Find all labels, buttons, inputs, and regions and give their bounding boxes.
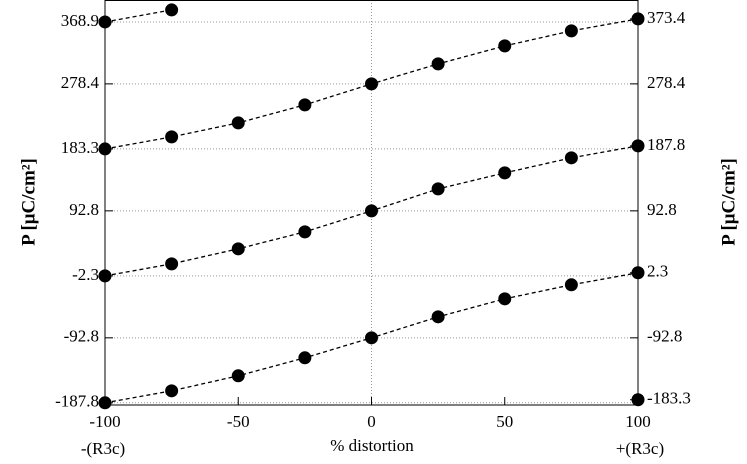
data-point	[165, 3, 179, 17]
y-tick-label: -187.8	[55, 392, 99, 411]
data-point	[564, 24, 578, 38]
x-end-label: +(R3c)	[616, 439, 664, 458]
y-tick-label: -2.3	[72, 265, 99, 284]
data-point	[564, 278, 578, 292]
data-point	[431, 310, 445, 324]
y-tick-label: 92.8	[69, 200, 99, 219]
data-point	[431, 182, 445, 196]
y-tick-label: 183.3	[61, 138, 99, 157]
y2-tick-label: 373.4	[647, 8, 686, 27]
y-tick-label: 278.4	[61, 73, 100, 92]
x-tick-label: 50	[496, 412, 513, 431]
data-point	[631, 393, 645, 407]
data-point	[231, 116, 245, 130]
data-point	[365, 331, 378, 345]
data-point	[98, 15, 112, 29]
data-point	[165, 257, 179, 271]
data-point	[631, 139, 645, 153]
data-point	[231, 242, 245, 256]
y2-tick-label: -183.3	[647, 389, 691, 408]
y-axis-label: P [μC/cm²]	[18, 158, 39, 246]
data-point	[631, 266, 645, 280]
data-point	[231, 369, 245, 383]
y2-tick-label: -92.8	[647, 327, 682, 346]
y2-tick-label: 2.3	[647, 262, 668, 281]
data-point	[298, 98, 312, 112]
y-tick-label: 368.9	[61, 11, 99, 30]
data-point	[98, 269, 112, 283]
y2-tick-label: 278.4	[647, 73, 686, 92]
plot-frame	[104, 0, 639, 406]
data-point	[298, 225, 312, 239]
data-point	[365, 77, 378, 91]
y2-tick-label: 187.8	[647, 135, 685, 154]
x-tick-label: -100	[89, 412, 120, 431]
data-point	[498, 39, 512, 53]
x-axis-label: % distortion	[330, 436, 414, 455]
y2-tick-label: 92.8	[647, 200, 677, 219]
data-point	[98, 142, 112, 156]
x-tick-label: 100	[625, 412, 651, 431]
data-point	[564, 151, 578, 165]
y2-axis-label: P [μC/cm²]	[718, 158, 739, 246]
grid	[105, 0, 638, 405]
data-point	[165, 130, 179, 144]
data-point	[431, 57, 445, 71]
data-point	[365, 204, 378, 218]
data-point	[631, 12, 645, 26]
data-point	[298, 351, 312, 365]
data-point	[98, 396, 112, 410]
data-point	[165, 384, 179, 398]
y-tick-label: -92.8	[64, 327, 99, 346]
data-point	[498, 166, 512, 180]
x-tick-label: -50	[227, 412, 250, 431]
x-end-label: -(R3c)	[81, 439, 125, 458]
data-point	[498, 292, 512, 306]
series-line	[105, 9, 172, 23]
x-tick-label: 0	[367, 412, 376, 431]
